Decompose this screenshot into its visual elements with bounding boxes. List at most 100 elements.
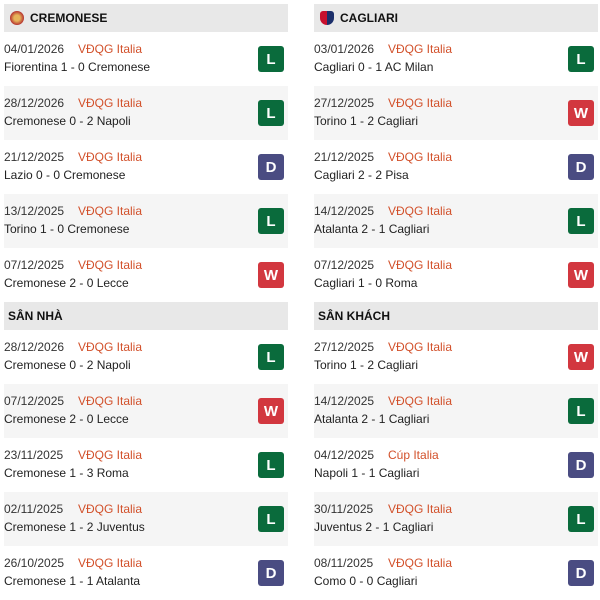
league-link[interactable]: VĐQG Italia: [388, 204, 453, 218]
match-date: 02/11/2025: [4, 502, 64, 516]
league-link[interactable]: VĐQG Italia: [78, 556, 143, 570]
result-badge: W: [258, 398, 284, 424]
section-header: SÂN NHÀ: [4, 302, 288, 330]
match-row[interactable]: 14/12/2025 VĐQG Italia Atalanta 2 - 1 Cagl…: [314, 384, 598, 438]
match-date: 27/12/2025: [314, 96, 375, 110]
result-badge: L: [568, 506, 594, 532]
match-date: 21/12/2025: [4, 150, 65, 164]
league-link[interactable]: VĐQG Italia: [78, 448, 143, 462]
league-link[interactable]: VĐQG Italia: [388, 150, 453, 164]
league-link[interactable]: VĐQG Italia: [388, 394, 453, 408]
match-date: 08/11/2025: [314, 556, 374, 570]
match-score: Torino 1 - 2 Cagliari: [314, 114, 419, 128]
match-row[interactable]: 07/12/2025 VĐQG Italia Cremonese 2 - 0 Lec…: [4, 248, 288, 302]
league-link[interactable]: VĐQG Italia: [388, 42, 453, 56]
result-badge: L: [258, 208, 284, 234]
match-row[interactable]: 08/11/2025 VĐQG Italia Como 0 - 0 Cagliari…: [314, 546, 598, 600]
match-row[interactable]: 27/12/2025 VĐQG Italia Torino 1 - 2 Caglia…: [314, 330, 598, 384]
result-badge: W: [568, 262, 594, 288]
match-date: 04/01/2026: [4, 42, 65, 56]
match-date: 28/12/2026: [4, 340, 65, 354]
match-row[interactable]: 04/12/2025 Cúp Italia Napoli 1 - 1 Cagliar…: [314, 438, 598, 492]
league-link[interactable]: VĐQG Italia: [78, 340, 143, 354]
match-row[interactable]: 21/12/2025 VĐQG Italia Cagliari 2 - 2 Pisa…: [314, 140, 598, 194]
match-date: 07/12/2025: [314, 258, 375, 272]
match-score: Lazio 0 - 0 Cremonese: [4, 168, 126, 182]
match-date: 27/12/2025: [314, 340, 375, 354]
match-score: Como 0 - 0 Cagliari: [314, 574, 418, 588]
match-date: 14/12/2025: [314, 394, 375, 408]
match-score: Torino 1 - 2 Cagliari: [314, 358, 419, 372]
match-date: 14/12/2025: [314, 204, 375, 218]
team-name: CREMONESE: [30, 11, 108, 25]
cagliari-crest-icon: [320, 11, 334, 25]
result-badge: D: [258, 560, 284, 586]
cagliari-column: CAGLIARI 03/01/2026 VĐQG Italia Cagliari 0…: [314, 4, 598, 600]
match-score: Cagliari 2 - 2 Pisa: [314, 168, 409, 182]
result-badge: L: [568, 398, 594, 424]
match-row[interactable]: 28/12/2026 VĐQG Italia Cremonese 0 - 2 Nap…: [4, 330, 288, 384]
match-row[interactable]: 28/12/2026 VĐQG Italia Cremonese 0 - 2 Nap…: [4, 86, 288, 140]
match-row[interactable]: 04/01/2026 VĐQG Italia Fiorentina 1 - 0 Cr…: [4, 32, 288, 86]
match-score: Cremonese 1 - 3 Roma: [4, 466, 129, 480]
league-link[interactable]: VĐQG Italia: [388, 340, 453, 354]
league-link[interactable]: VĐQG Italia: [78, 394, 143, 408]
league-link[interactable]: VĐQG Italia: [78, 204, 143, 218]
team-header: CREMONESE: [4, 4, 288, 32]
match-date: 03/01/2026: [314, 42, 375, 56]
match-row[interactable]: 27/12/2025 VĐQG Italia Torino 1 - 2 Caglia…: [314, 86, 598, 140]
match-date: 07/12/2025: [4, 258, 65, 272]
result-badge: L: [258, 46, 284, 72]
league-link[interactable]: VĐQG Italia: [78, 258, 143, 272]
result-badge: W: [568, 100, 594, 126]
team-header: CAGLIARI: [314, 4, 598, 32]
match-score: Juventus 2 - 1 Cagliari: [314, 520, 434, 534]
result-badge: D: [568, 560, 594, 586]
section-title: SÂN KHÁCH: [318, 309, 390, 323]
result-badge: L: [258, 506, 284, 532]
match-row[interactable]: 30/11/2025 VĐQG Italia Juventus 2 - 1 Cagl…: [314, 492, 598, 546]
match-row[interactable]: 23/11/2025 VĐQG Italia Cremonese 1 - 3 Rom…: [4, 438, 288, 492]
section-title: SÂN NHÀ: [8, 309, 63, 323]
match-date: 26/10/2025: [4, 556, 65, 570]
match-row[interactable]: 07/12/2025 VĐQG Italia Cagliari 1 - 0 Roma…: [314, 248, 598, 302]
match-score: Cremonese 1 - 2 Juventus: [4, 520, 145, 534]
match-row[interactable]: 26/10/2025 VĐQG Italia Cremonese 1 - 1 Ata…: [4, 546, 288, 600]
match-row[interactable]: 07/12/2025 VĐQG Italia Cremonese 2 - 0 Lec…: [4, 384, 288, 438]
league-link[interactable]: VĐQG Italia: [388, 502, 453, 516]
match-row[interactable]: 14/12/2025 VĐQG Italia Atalanta 2 - 1 Cagl…: [314, 194, 598, 248]
league-link[interactable]: Cúp Italia: [388, 448, 439, 462]
result-badge: L: [258, 100, 284, 126]
match-score: Fiorentina 1 - 0 Cremonese: [4, 60, 151, 74]
match-date: 28/12/2026: [4, 96, 65, 110]
league-link[interactable]: VĐQG Italia: [78, 96, 143, 110]
cremonese-crest-icon: [10, 11, 24, 25]
match-date: 21/12/2025: [314, 150, 375, 164]
league-link[interactable]: VĐQG Italia: [388, 96, 453, 110]
match-date: 30/11/2025: [314, 502, 374, 516]
result-badge: D: [568, 452, 594, 478]
cremonese-column: CREMONESE 04/01/2026 VĐQG Italia Fiorentin…: [4, 4, 288, 600]
result-badge: D: [568, 154, 594, 180]
match-score: Atalanta 2 - 1 Cagliari: [314, 222, 430, 236]
match-date: 13/12/2025: [4, 204, 65, 218]
match-row[interactable]: 02/11/2025 VĐQG Italia Cremonese 1 - 2 Juv…: [4, 492, 288, 546]
match-date: 23/11/2025: [4, 448, 64, 462]
league-link[interactable]: VĐQG Italia: [78, 502, 143, 516]
match-score: Cagliari 1 - 0 Roma: [314, 276, 418, 290]
match-row[interactable]: 13/12/2025 VĐQG Italia Torino 1 - 0 Cremon…: [4, 194, 288, 248]
match-score: Cremonese 0 - 2 Napoli: [4, 114, 131, 128]
match-score: Napoli 1 - 1 Cagliari: [314, 466, 420, 480]
result-badge: W: [568, 344, 594, 370]
match-score: Cremonese 2 - 0 Lecce: [4, 276, 129, 290]
league-link[interactable]: VĐQG Italia: [388, 258, 453, 272]
result-badge: L: [258, 344, 284, 370]
league-link[interactable]: VĐQG Italia: [78, 42, 143, 56]
league-link[interactable]: VĐQG Italia: [388, 556, 453, 570]
result-badge: L: [258, 452, 284, 478]
result-badge: L: [568, 46, 594, 72]
league-link[interactable]: VĐQG Italia: [78, 150, 143, 164]
match-row[interactable]: 21/12/2025 VĐQG Italia Lazio 0 - 0 Cremone…: [4, 140, 288, 194]
match-row[interactable]: 03/01/2026 VĐQG Italia Cagliari 0 - 1 AC M…: [314, 32, 598, 86]
match-score: Cremonese 2 - 0 Lecce: [4, 412, 129, 426]
